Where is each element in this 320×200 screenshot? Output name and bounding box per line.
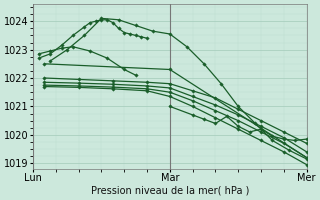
X-axis label: Pression niveau de la mer( hPa ): Pression niveau de la mer( hPa ) — [91, 186, 249, 196]
